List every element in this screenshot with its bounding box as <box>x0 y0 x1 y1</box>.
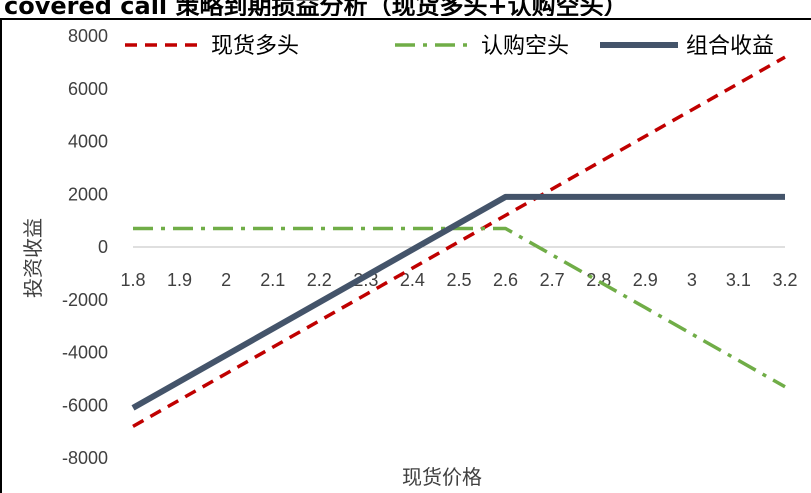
x-tick-label: 1.9 <box>167 270 192 290</box>
top-border-rule <box>0 18 811 20</box>
clipped-figure-title: covered call 策略到期损益分析（现货多头+认购空头） <box>4 0 628 16</box>
x-tick-label: 3 <box>687 270 697 290</box>
y-axis-title: 投资收益 <box>21 218 45 298</box>
x-tick-label: 2.7 <box>540 270 565 290</box>
x-tick-label: 2.5 <box>446 270 471 290</box>
legend-label-1: 现货多头 <box>211 34 299 59</box>
x-tick-label: 2.6 <box>493 270 518 290</box>
x-tick-label: 2.4 <box>400 270 425 290</box>
legend: 现货多头 认购空头 组合收益 <box>125 34 774 59</box>
series-line-1 <box>132 55 786 428</box>
x-tick-label: 2.2 <box>307 270 332 290</box>
x-tick-label: 2.9 <box>633 270 658 290</box>
y-tick-label: -8000 <box>62 448 108 468</box>
x-axis-ticks: 1.8 1.9 2 2.1 2.2 2.3 2.4 2.5 2.6 2.7 2.8 2.9 3 3.1 3.… <box>120 270 797 290</box>
y-tick-label: 0 <box>98 237 108 257</box>
x-tick-label: 1.8 <box>120 270 145 290</box>
y-tick-label: -6000 <box>62 395 108 415</box>
y-tick-label: 2000 <box>68 184 108 204</box>
x-axis-title: 现货价格 <box>402 465 482 489</box>
series-line-3 <box>131 193 785 411</box>
x-tick-label: 2.1 <box>260 270 285 290</box>
series-lines <box>131 55 786 428</box>
legend-label-2: 认购空头 <box>481 34 569 59</box>
y-tick-label: -4000 <box>62 343 108 363</box>
left-border-rule <box>0 18 2 493</box>
y-axis-ticks: 8000 6000 4000 2000 0 -2000 -4000 -6000 -8000 <box>62 26 108 468</box>
x-tick-label: 2 <box>221 270 231 290</box>
series-line-2 <box>133 226 786 389</box>
y-tick-label: 4000 <box>68 132 108 152</box>
legend-label-3: 组合收益 <box>686 34 774 59</box>
x-tick-label: 3.1 <box>726 270 751 290</box>
x-tick-label: 3.2 <box>772 270 797 290</box>
y-tick-label: -2000 <box>62 290 108 310</box>
y-tick-label: 8000 <box>68 26 108 46</box>
y-tick-label: 6000 <box>68 79 108 99</box>
